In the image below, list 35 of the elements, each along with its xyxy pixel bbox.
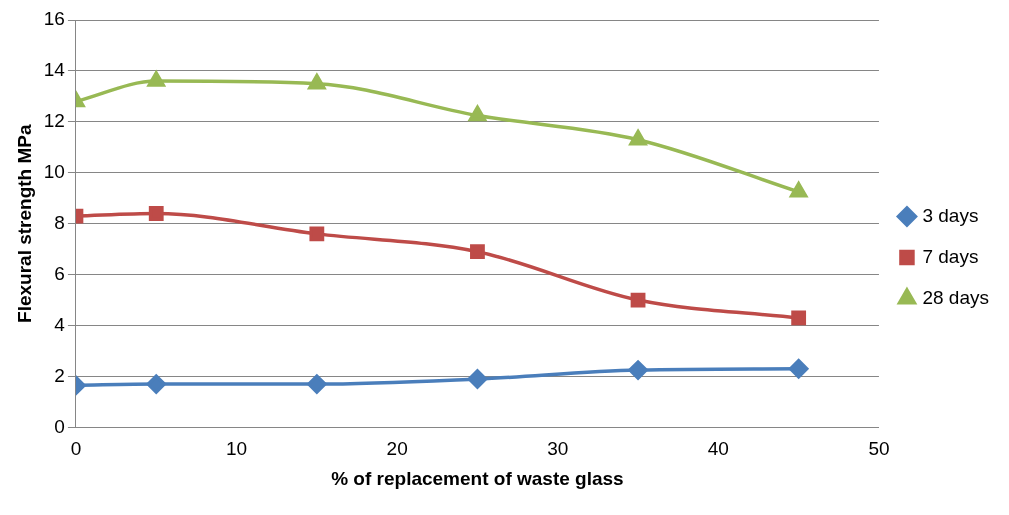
legend-label: 3 days bbox=[922, 204, 979, 226]
point bbox=[789, 182, 808, 198]
x-tick-label: 20 bbox=[386, 438, 408, 460]
x-tick-label: 30 bbox=[547, 438, 569, 460]
point bbox=[628, 360, 648, 380]
y-tick-label: 10 bbox=[43, 161, 65, 183]
legend-label: 7 days bbox=[922, 245, 979, 267]
y-axis-title: Flexural strength MPa bbox=[13, 124, 35, 323]
y-tick-label: 8 bbox=[54, 211, 65, 233]
point bbox=[468, 105, 487, 122]
point bbox=[146, 374, 166, 394]
point bbox=[307, 374, 327, 394]
y-tick-label: 12 bbox=[43, 110, 65, 132]
point bbox=[470, 244, 485, 260]
point bbox=[309, 226, 325, 242]
x-tick-label: 40 bbox=[707, 438, 729, 460]
point bbox=[467, 369, 488, 389]
point bbox=[147, 71, 165, 87]
legend-label: 28 days bbox=[922, 286, 989, 308]
y-tick-label: 16 bbox=[43, 8, 65, 30]
point bbox=[630, 292, 646, 308]
point bbox=[629, 129, 647, 146]
point bbox=[791, 310, 807, 326]
point bbox=[788, 359, 809, 379]
y-tick-label: 2 bbox=[54, 364, 65, 386]
y-tick-label: 6 bbox=[54, 262, 65, 284]
y-tick-label: 14 bbox=[43, 59, 66, 81]
x-axis-title: % of replacement of waste glass bbox=[331, 467, 624, 489]
x-tick-label: 50 bbox=[868, 438, 890, 460]
y-tick-label: 4 bbox=[54, 313, 66, 335]
x-tick-label: 0 bbox=[70, 438, 82, 460]
y-tick-label: 0 bbox=[54, 415, 65, 437]
x-tick-label: 10 bbox=[225, 438, 248, 460]
point bbox=[148, 206, 164, 221]
point bbox=[308, 73, 326, 90]
